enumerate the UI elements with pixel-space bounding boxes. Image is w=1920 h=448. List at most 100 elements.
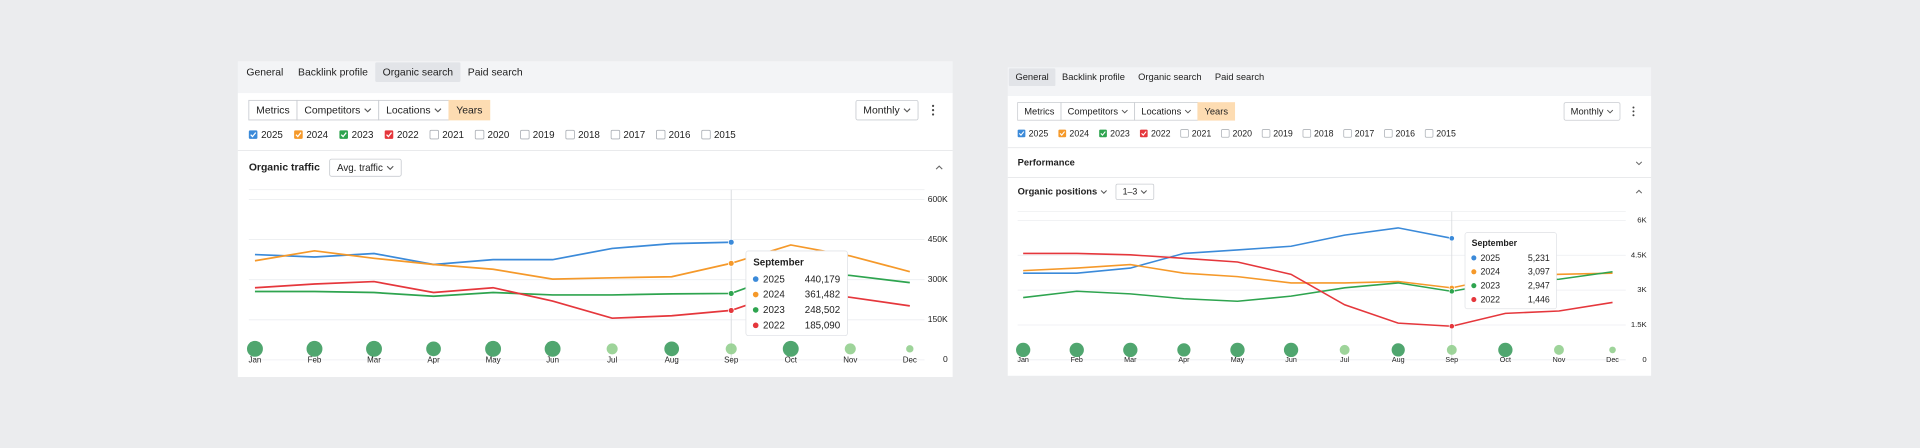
tooltip-series: 2024 xyxy=(1480,267,1500,277)
event-dot xyxy=(725,343,737,355)
checkbox[interactable] xyxy=(610,129,621,140)
year-label: 2015 xyxy=(1436,128,1456,138)
filter-button[interactable] xyxy=(329,158,402,177)
period-button[interactable] xyxy=(855,99,919,121)
year-label: 2021 xyxy=(442,130,464,141)
event-dot xyxy=(1230,342,1245,358)
year-label: 2019 xyxy=(1273,128,1293,138)
chevron-down xyxy=(1606,109,1614,114)
checkbox[interactable] xyxy=(1180,129,1189,138)
tab[interactable]: General xyxy=(246,68,283,79)
check-mark xyxy=(340,132,347,138)
checkbox[interactable] xyxy=(1302,129,1312,138)
chevron-down xyxy=(364,108,372,113)
chevron-down xyxy=(903,108,911,113)
kebab-dot xyxy=(931,104,935,107)
tab[interactable]: Paid search xyxy=(468,68,523,79)
tooltip-value: 5,231 xyxy=(1528,253,1550,263)
checkbox[interactable] xyxy=(520,129,530,140)
checkbox[interactable] xyxy=(1139,129,1148,138)
event-dot xyxy=(906,345,914,353)
tooltip-value: 361,482 xyxy=(805,290,840,301)
chevron-up xyxy=(1635,189,1643,194)
tab-bar xyxy=(237,61,953,94)
check-mark xyxy=(250,132,257,138)
checkbox[interactable] xyxy=(701,129,711,140)
event-dot xyxy=(664,341,680,357)
toolbar-label: Years xyxy=(456,106,482,117)
year-label: 2016 xyxy=(1396,128,1416,138)
checkbox[interactable] xyxy=(565,129,575,140)
y-tick-label: 4.5K xyxy=(1631,250,1648,259)
highlight-point xyxy=(1448,288,1455,295)
toolbar-button[interactable] xyxy=(448,99,491,121)
checkbox[interactable] xyxy=(1384,129,1393,138)
checkbox[interactable] xyxy=(474,129,485,140)
chevron-down xyxy=(1184,109,1192,114)
tab[interactable]: Organic search xyxy=(383,68,454,79)
period-label: Monthly xyxy=(863,106,900,117)
filter-label: Avg. traffic xyxy=(337,163,383,174)
toolbar-button[interactable] xyxy=(1197,102,1236,121)
y-tick-label: 600K xyxy=(928,194,948,204)
x-tick-label: Dec xyxy=(903,356,917,365)
tab[interactable]: Backlink profile xyxy=(298,68,368,79)
x-tick-label: Nov xyxy=(843,356,857,365)
checkbox[interactable] xyxy=(1261,129,1271,138)
filter-button[interactable] xyxy=(1115,183,1155,200)
y-tick-label: 3K xyxy=(1637,285,1647,294)
tooltip-title: September xyxy=(1472,238,1518,248)
event-dot xyxy=(844,343,856,355)
tab-bar xyxy=(1007,67,1652,96)
checkbox[interactable] xyxy=(248,130,258,139)
event-dot xyxy=(1283,342,1299,358)
check-mark xyxy=(1059,131,1066,137)
x-tick-label: Feb xyxy=(1071,356,1083,364)
year-label: 2020 xyxy=(488,130,510,141)
tooltip-value: 248,502 xyxy=(805,305,840,316)
chevron-down xyxy=(434,108,442,113)
checkbox[interactable] xyxy=(1424,129,1434,138)
panel: General Backlink profile Organic search Pai… xyxy=(237,61,953,378)
tooltip-value: 2,947 xyxy=(1528,281,1550,291)
checkbox[interactable] xyxy=(429,129,439,140)
tab-active-bg xyxy=(1008,68,1056,87)
x-tick-label: Oct xyxy=(1500,356,1511,364)
tab[interactable]: General xyxy=(1015,72,1048,82)
x-tick-label: Sep xyxy=(724,356,739,365)
event-dot xyxy=(426,341,441,357)
tab[interactable]: Backlink profile xyxy=(1062,72,1125,82)
event-dot xyxy=(1391,343,1405,357)
tooltip-series: 2022 xyxy=(1480,294,1500,304)
highlight-point xyxy=(727,307,735,314)
tooltip-series: 2023 xyxy=(1480,281,1500,291)
tab[interactable]: Organic search xyxy=(1138,72,1201,82)
checkbox[interactable] xyxy=(656,129,666,140)
tooltip xyxy=(1464,232,1557,310)
toolbar-label: Metrics xyxy=(256,106,289,117)
checkbox[interactable] xyxy=(384,130,394,139)
checkbox[interactable] xyxy=(294,130,303,139)
checkbox[interactable] xyxy=(1221,129,1230,138)
event-dot xyxy=(1016,342,1031,358)
tooltip-series: 2024 xyxy=(763,290,785,301)
event-dot xyxy=(1123,342,1138,358)
tooltip-dot xyxy=(752,322,759,329)
toolbar-label: Competitors xyxy=(1068,106,1119,116)
tooltip-title: September xyxy=(753,258,804,269)
x-tick-label: Oct xyxy=(785,356,798,365)
checkbox[interactable] xyxy=(1017,129,1026,138)
x-tick-label: Apr xyxy=(427,356,440,365)
tab[interactable]: Paid search xyxy=(1215,72,1264,82)
checkbox[interactable] xyxy=(339,130,348,139)
check-mark xyxy=(386,132,393,138)
checkbox[interactable] xyxy=(1099,129,1107,138)
checkbox[interactable] xyxy=(1058,129,1067,138)
period-button[interactable] xyxy=(1563,102,1621,121)
checkbox[interactable] xyxy=(1343,129,1352,138)
section-title: Organic traffic xyxy=(249,162,320,173)
x-tick-label: Jun xyxy=(1285,356,1297,364)
event-dot xyxy=(544,340,561,357)
x-tick-label: Jan xyxy=(1017,356,1029,364)
